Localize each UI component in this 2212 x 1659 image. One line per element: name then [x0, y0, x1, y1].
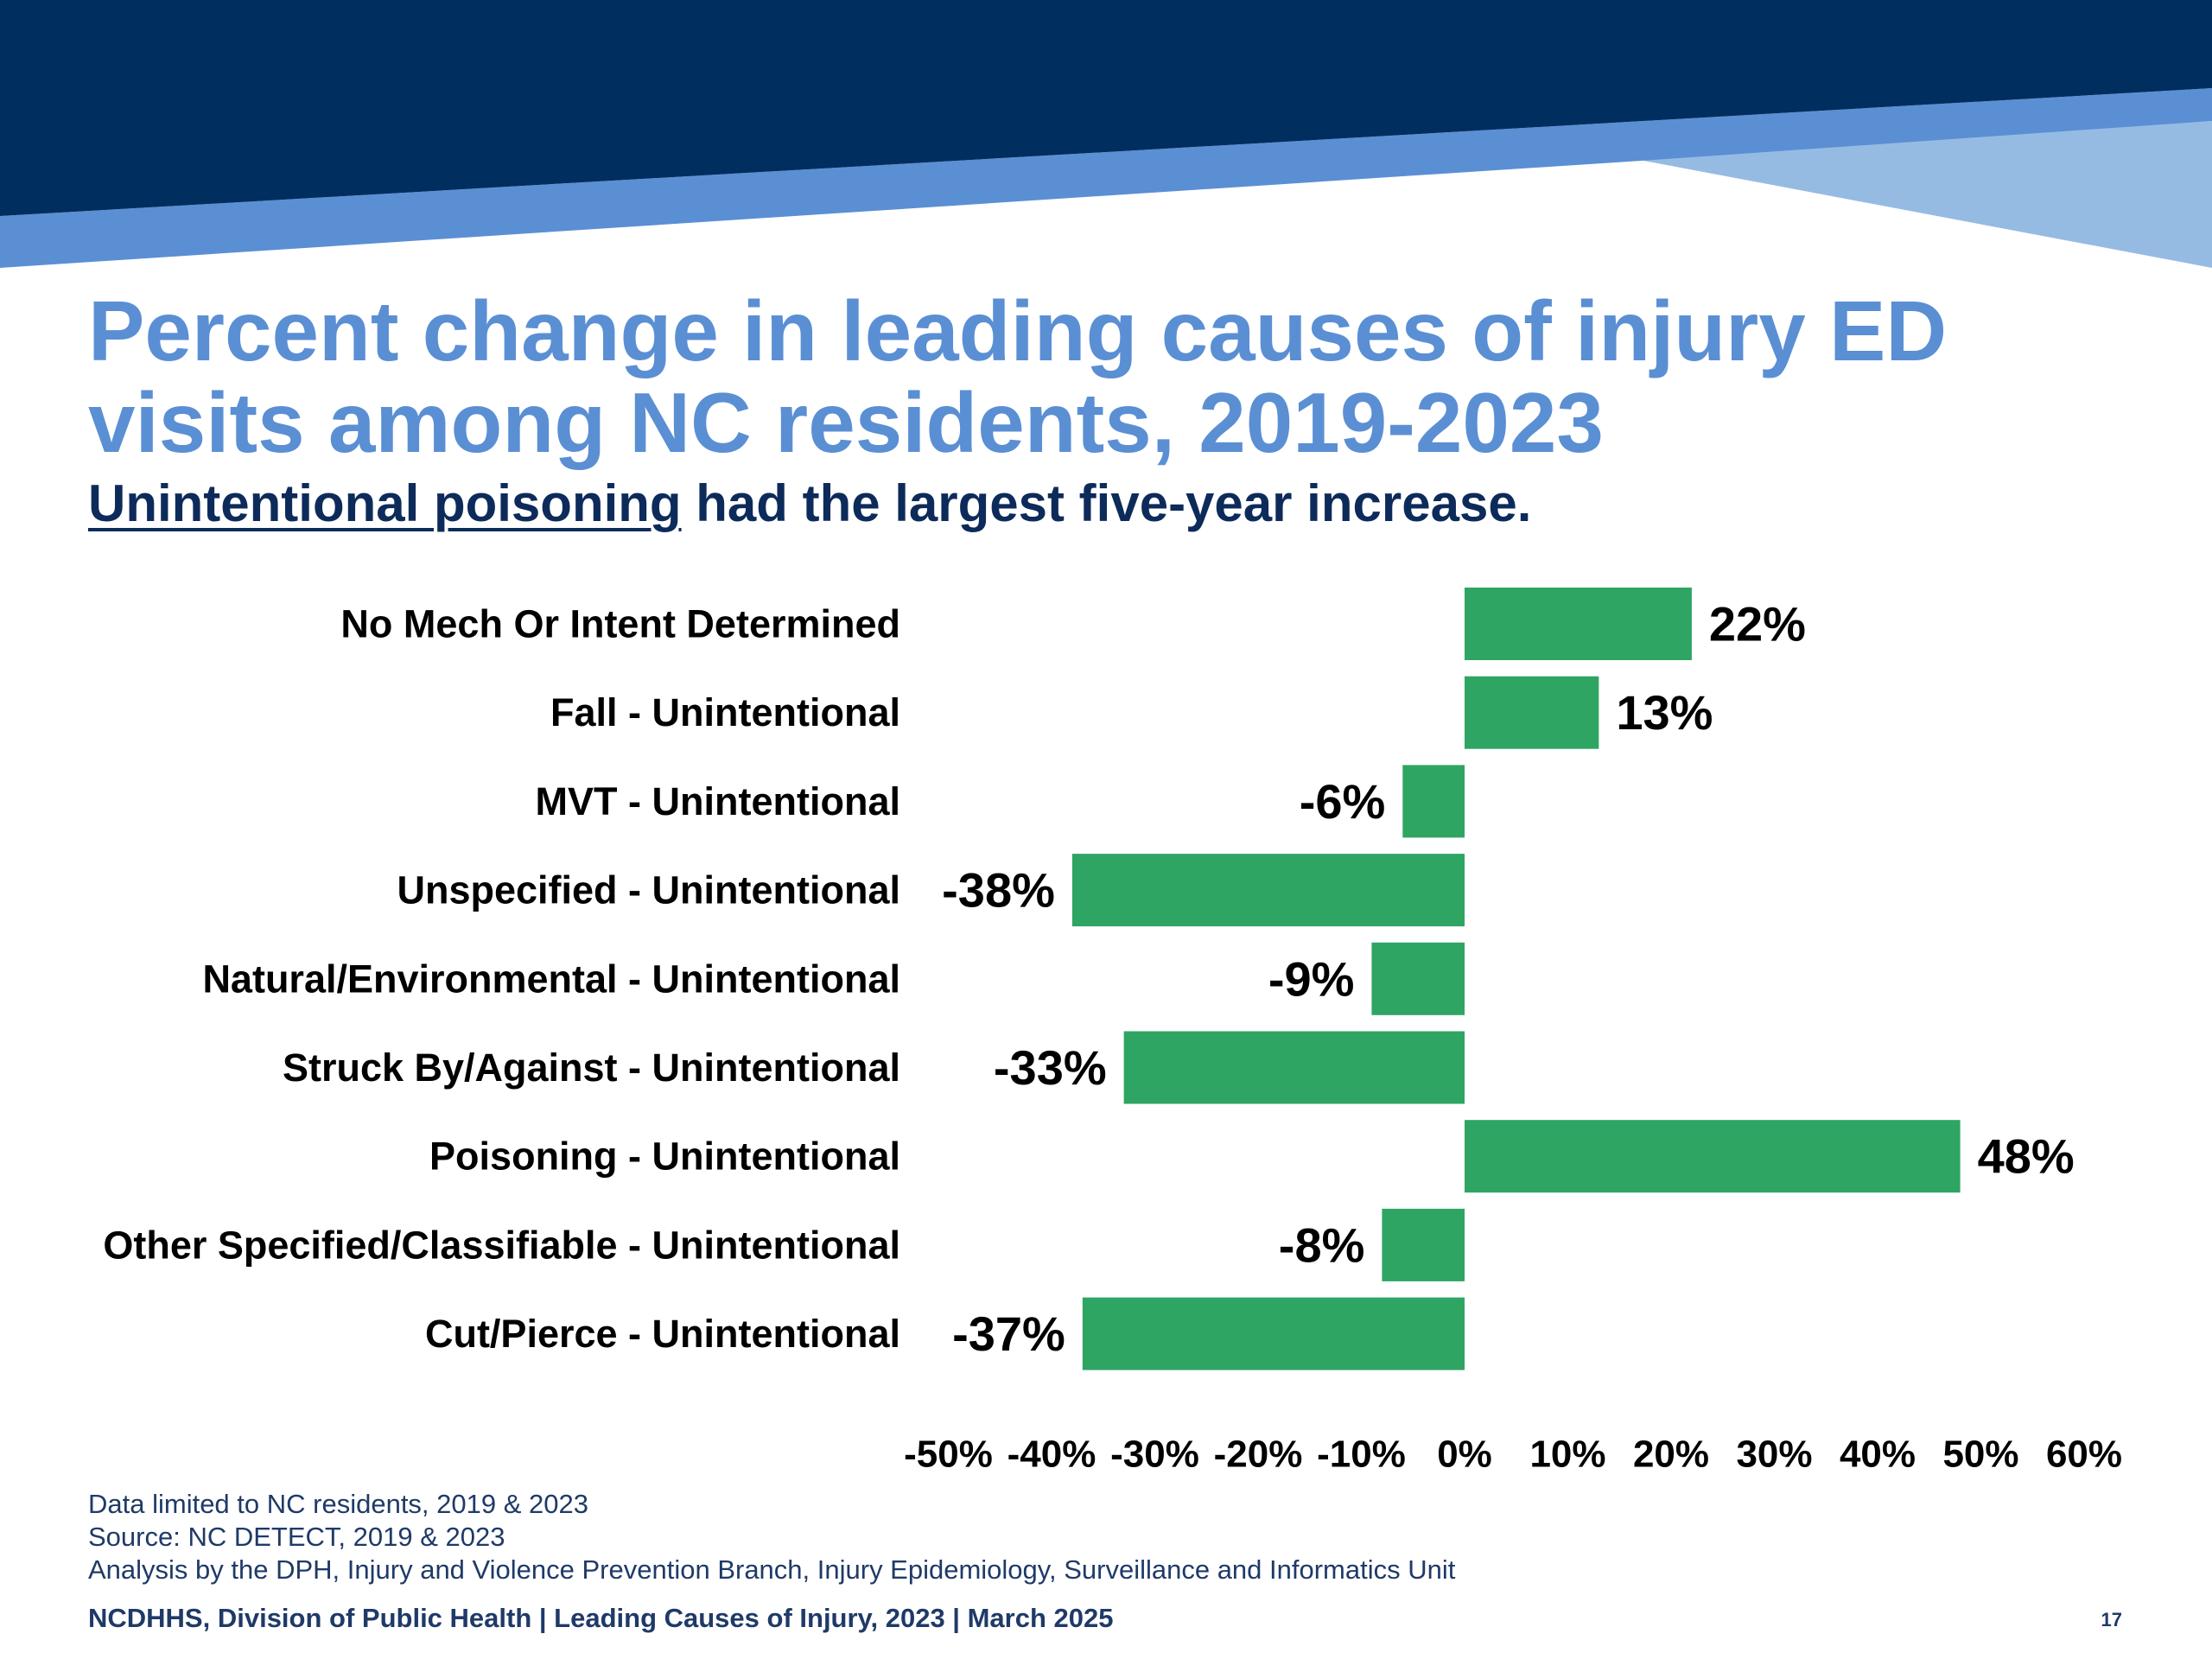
data-label: 22% — [1709, 597, 1806, 652]
x-tick-label: 20% — [1633, 1433, 1709, 1470]
data-label: -38% — [942, 863, 1055, 918]
x-tick-label: 50% — [1942, 1433, 2018, 1470]
data-label: 13% — [1616, 685, 1713, 740]
title-line-2: visits among NC residents, 2019-2023 — [88, 375, 1604, 470]
title-line-1: Percent change in leading causes of inju… — [88, 283, 1948, 378]
note-line: Analysis by the DPH, Injury and Violence… — [88, 1554, 1456, 1585]
data-label: 48% — [1978, 1129, 2075, 1184]
page-number: 17 — [2101, 1609, 2122, 1630]
x-axis-tick-labels: -50% -40% -30% -20% -10% 0% 10% 20% 30% 40% 50% 60% — [904, 1433, 2122, 1470]
x-tick-label: 0% — [1437, 1433, 1492, 1470]
subtitle-highlight: Unintentional poisoning — [88, 474, 682, 532]
bar — [1465, 1120, 1961, 1193]
category-label: MVT - Unintentional — [536, 779, 900, 823]
note-line: Source: NC DETECT, 2019 & 2023 — [88, 1522, 505, 1552]
bar — [1465, 676, 1599, 749]
note-line: Data limited to NC residents, 2019 & 202… — [88, 1489, 588, 1519]
banner-dark-band — [0, 0, 2212, 216]
page-title: Percent change in leading causes of inju… — [88, 285, 2145, 468]
bar — [1465, 588, 1692, 660]
category-label: Poisoning - Unintentional — [429, 1135, 900, 1179]
x-tick-label: -20% — [1214, 1433, 1303, 1470]
category-label: Unspecified - Unintentional — [397, 868, 900, 912]
bar — [1123, 1031, 1465, 1104]
bar — [1382, 1208, 1465, 1281]
category-label: No Mech Or Intent Determined — [340, 602, 900, 646]
data-label: -33% — [994, 1040, 1107, 1095]
category-label: Cut/Pierce - Unintentional — [425, 1312, 900, 1356]
category-label: Natural/Environmental - Unintentional — [202, 957, 900, 1001]
page-subtitle: Unintentional poisoning had the largest … — [88, 474, 1531, 534]
x-tick-label: -10% — [1317, 1433, 1406, 1470]
category-labels: No Mech Or Intent Determined Fall - Unint… — [103, 602, 900, 1357]
banner-mid-stripe — [0, 88, 2212, 268]
data-label: -8% — [1279, 1217, 1365, 1272]
subtitle-rest: had the largest five-year increase. — [681, 474, 1532, 532]
data-label: -6% — [1300, 774, 1386, 829]
banner-light-stripe — [1607, 121, 2212, 268]
source-notes: Data limited to NC residents, 2019 & 202… — [88, 1488, 1455, 1586]
bar-chart: No Mech Or Intent Determined Fall - Unint… — [103, 588, 2122, 1470]
data-label: -9% — [1268, 951, 1355, 1006]
x-tick-label: 10% — [1529, 1433, 1605, 1470]
data-label: -37% — [952, 1306, 1065, 1361]
x-tick-label: 40% — [1840, 1433, 1916, 1470]
bar — [1402, 765, 1465, 838]
bar — [1071, 854, 1465, 927]
x-tick-label: 30% — [1736, 1433, 1812, 1470]
bar — [1082, 1297, 1465, 1370]
bar — [1371, 942, 1465, 1015]
x-tick-label: -30% — [1110, 1433, 1199, 1470]
footer-text: NCDHHS, Division of Public Health | Lead… — [88, 1603, 1114, 1633]
category-label: Fall - Unintentional — [550, 690, 900, 734]
data-labels: 22% 13% -6% -38% -9% -33% 48% -8% -37% — [942, 597, 2075, 1362]
x-tick-label: -40% — [1007, 1433, 1096, 1470]
x-tick-label: 60% — [2046, 1433, 2122, 1470]
header-banner — [0, 0, 2212, 276]
category-label: Struck By/Against - Unintentional — [283, 1046, 900, 1090]
bars — [1071, 588, 1961, 1370]
category-label: Other Specified/Classifiable - Unintenti… — [103, 1223, 900, 1267]
x-tick-label: -50% — [904, 1433, 993, 1470]
